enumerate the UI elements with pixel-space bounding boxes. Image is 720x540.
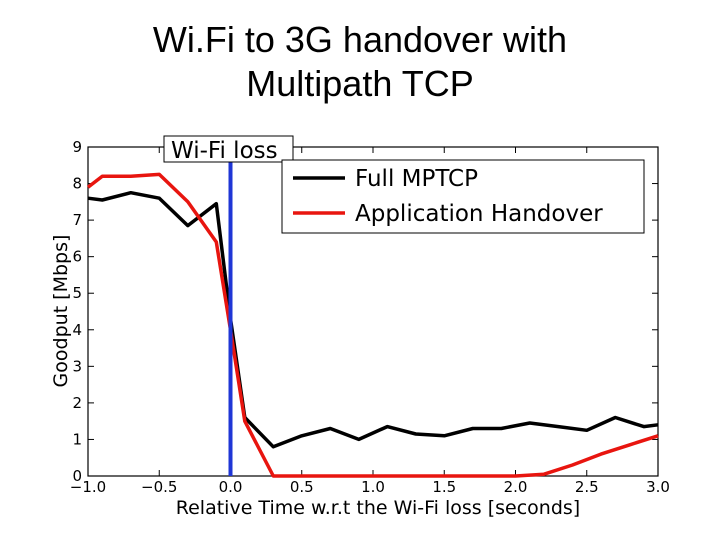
wifi-loss-annotation: Wi-Fi loss xyxy=(163,135,294,164)
slide-title-line-2: Multipath TCP xyxy=(246,63,474,104)
y-tick-label: 6 xyxy=(72,248,82,266)
legend: Full MPTCP Application Handover xyxy=(281,159,645,234)
slide-title-line-1: Wi.Fi to 3G handover with xyxy=(152,19,568,60)
y-tick-label: 1 xyxy=(72,430,82,448)
y-axis-ticks: 0 1 2 3 4 5 6 7 8 9 xyxy=(72,138,658,485)
y-tick-label: 8 xyxy=(72,175,82,193)
y-tick-label: 4 xyxy=(72,321,82,339)
wifi-loss-annotation-text: Wi-Fi loss xyxy=(171,138,278,164)
x-axis-label: Relative Time w.r.t the Wi-Fi loss [seco… xyxy=(176,497,580,519)
x-tick-label: 2.0 xyxy=(504,478,528,496)
x-tick-label: 1.0 xyxy=(361,478,385,496)
series-layer xyxy=(86,172,659,478)
y-tick-label: 0 xyxy=(72,467,82,485)
series-line-full-mptcp xyxy=(87,190,659,449)
x-tick-label: 0.5 xyxy=(290,478,314,496)
y-tick-label: 9 xyxy=(72,138,82,156)
wifi-loss-annotation-box xyxy=(163,135,294,163)
legend-label-application-handover: Application Handover xyxy=(355,201,603,227)
y-tick-label: 3 xyxy=(72,357,82,375)
y-tick-label: 7 xyxy=(72,211,82,229)
x-tick-label: 2.5 xyxy=(575,478,599,496)
y-axis-label: Goodput [Mbps] xyxy=(50,235,72,388)
x-tick-label: 0.0 xyxy=(219,478,243,496)
x-tick-label: −0.5 xyxy=(141,478,177,496)
y-tick-label: 2 xyxy=(72,394,82,412)
legend-label-full-mptcp: Full MPTCP xyxy=(355,166,478,192)
y-tick-label: 5 xyxy=(72,284,82,302)
x-tick-label: −1.0 xyxy=(70,478,106,496)
legend-box xyxy=(281,159,645,234)
series-line-application-handover xyxy=(86,172,659,478)
x-tick-label: 1.5 xyxy=(432,478,456,496)
x-tick-label: 3.0 xyxy=(646,478,670,496)
x-axis-ticks: −1.0 −0.5 0.0 0.5 1.0 1.5 2.0 2.5 3.0 xyxy=(70,147,670,496)
slide-title: Wi.Fi to 3G handover with Multipath TCP xyxy=(0,18,720,106)
